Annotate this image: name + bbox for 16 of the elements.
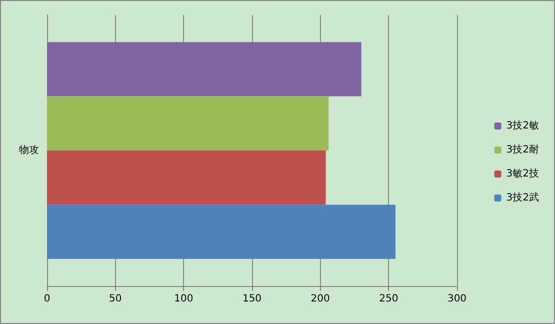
x-tick-label: 0	[44, 294, 50, 304]
bar	[47, 204, 396, 259]
y-tick-label: 物攻	[19, 144, 39, 156]
legend-label: 3敏2技	[506, 168, 540, 180]
legend-label: 3技2敏	[506, 120, 540, 132]
x-tick-label: 250	[379, 294, 398, 304]
bar	[47, 42, 362, 96]
x-tick-label: 50	[108, 294, 122, 304]
x-tick-label: 200	[310, 294, 330, 304]
legend-label: 3技2武	[506, 192, 540, 204]
bar	[47, 96, 329, 150]
bar	[47, 150, 326, 205]
x-tick-label: 300	[447, 294, 467, 304]
x-tick-label: 100	[174, 294, 194, 304]
legend-label: 3技2耐	[506, 144, 540, 156]
x-tick-label: 150	[242, 294, 262, 304]
